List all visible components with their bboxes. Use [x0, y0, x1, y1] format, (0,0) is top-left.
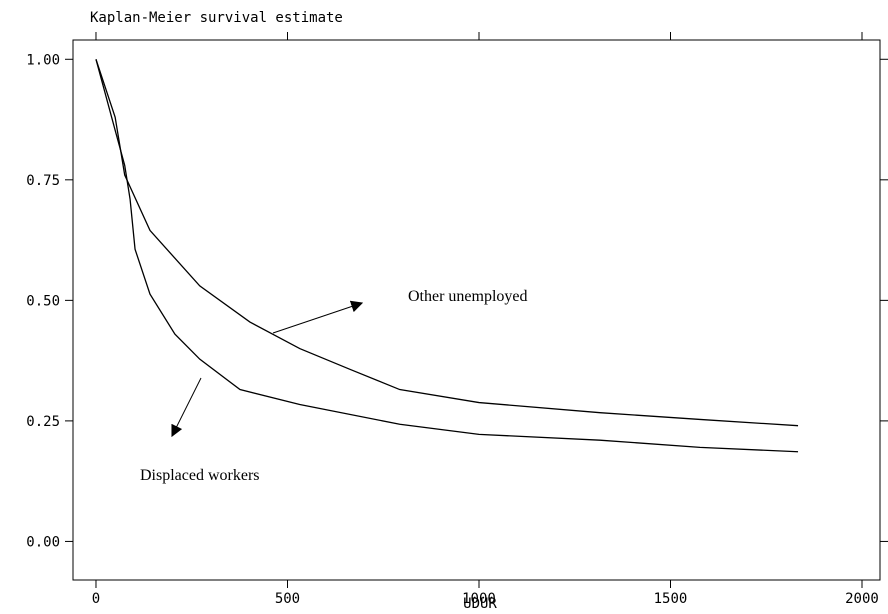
arrow — [272, 300, 364, 334]
x-tick-label: 0 — [92, 591, 100, 607]
survival-line — [95, 59, 799, 427]
plot-frame — [72, 39, 881, 581]
survival-line — [95, 59, 799, 453]
x-tick-label: 2000 — [845, 591, 879, 607]
x-tick-label: 1000 — [462, 591, 496, 607]
x-tick-label: 1500 — [654, 591, 688, 607]
x-tick-label: 500 — [275, 591, 300, 607]
y-tick-label: 0.50 — [26, 293, 60, 309]
arrow — [171, 377, 202, 438]
chart-title: Kaplan-Meier survival estimate — [90, 10, 343, 26]
y-tick-label: 0.00 — [26, 534, 60, 550]
y-tick-label: 0.75 — [26, 173, 60, 189]
x-axis-label: UDUR — [463, 596, 497, 612]
y-tick-label: 0.25 — [26, 414, 60, 430]
y-tick-label: 1.00 — [26, 52, 60, 68]
annotation: Displaced workers — [140, 467, 260, 484]
annotation: Other unemployed — [408, 288, 528, 305]
